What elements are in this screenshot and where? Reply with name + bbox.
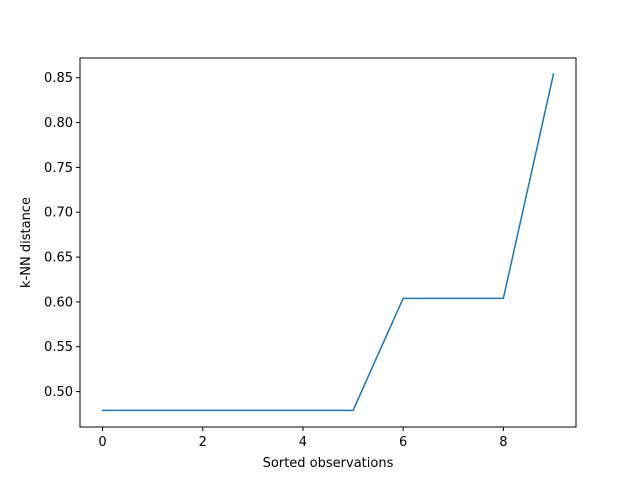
x-axis-label: Sorted observations bbox=[263, 456, 394, 471]
series-line bbox=[101, 73, 555, 412]
x-axis-ticks: 0 2 4 6 8 bbox=[98, 427, 507, 450]
y-axis-ticks: 0.50 0.55 0.60 0.65 0.70 0.75 0.80 0.85 bbox=[44, 71, 80, 400]
y-tick-label: 0.75 bbox=[44, 161, 73, 176]
y-tick-label: 0.65 bbox=[44, 251, 73, 266]
y-tick-label: 0.85 bbox=[44, 71, 73, 86]
y-tick-label: 0.80 bbox=[44, 116, 73, 131]
x-tick-label: 6 bbox=[399, 435, 407, 450]
plot-frame bbox=[79, 57, 577, 428]
y-tick-label: 0.70 bbox=[44, 206, 73, 221]
x-tick-label: 8 bbox=[499, 435, 507, 450]
x-tick-label: 0 bbox=[98, 435, 106, 450]
y-tick-label: 0.55 bbox=[44, 340, 73, 355]
y-tick-label: 0.60 bbox=[44, 295, 73, 310]
plot-area bbox=[80, 58, 576, 427]
x-tick-label: 2 bbox=[199, 435, 207, 450]
y-axis-label: k-NN distance bbox=[19, 197, 34, 288]
y-tick-label: 0.50 bbox=[44, 385, 73, 400]
series-layer bbox=[101, 73, 555, 412]
x-tick-label: 4 bbox=[299, 435, 307, 450]
